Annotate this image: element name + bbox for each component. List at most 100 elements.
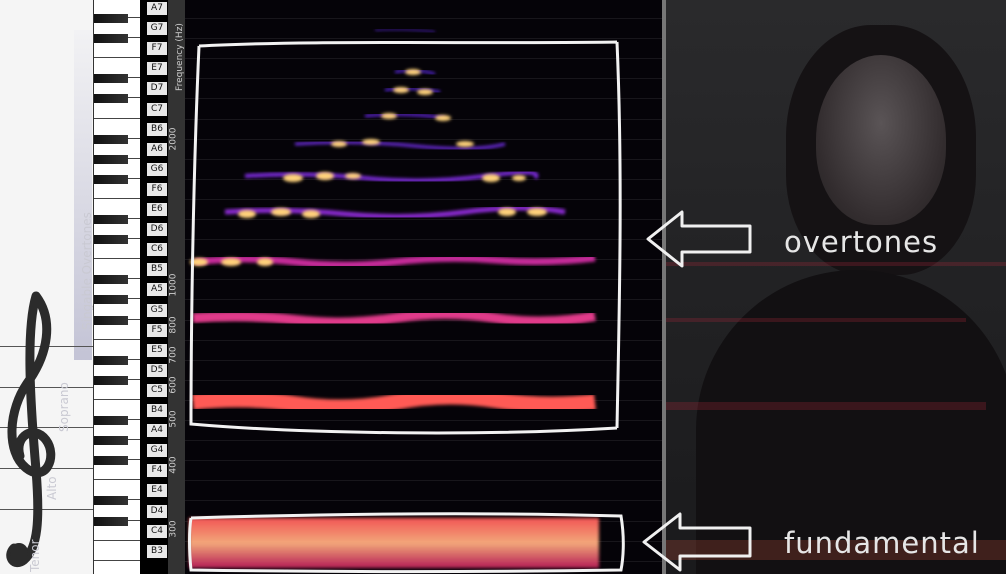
overtones-arrow-icon <box>646 210 752 268</box>
axis-tick: 400 <box>168 456 179 474</box>
note-label: D4 <box>147 504 167 518</box>
gridline <box>185 339 662 341</box>
gridline <box>185 440 662 442</box>
note-label: E7 <box>147 62 167 76</box>
harmonic-7 <box>294 140 506 151</box>
staff-line <box>0 387 93 388</box>
axis-tick: 1000 <box>168 273 179 297</box>
tenor-label: Tenor <box>28 539 42 572</box>
gridline <box>185 420 662 422</box>
black-key <box>94 375 128 385</box>
singable-overtones-band <box>74 30 92 360</box>
gridline <box>185 379 662 381</box>
staff-line <box>0 427 93 428</box>
gridline <box>185 198 662 200</box>
black-key <box>94 174 128 184</box>
black-key <box>94 215 128 225</box>
gridline <box>185 500 662 502</box>
black-key <box>94 295 128 305</box>
frequency-axis: Frequency (Hz) 2000 1000 800 700 600 500… <box>168 0 185 574</box>
gridline <box>185 239 662 241</box>
alto-label: Alto <box>45 476 59 500</box>
overtones-bracket <box>189 40 622 435</box>
black-key <box>94 34 128 44</box>
overlay-streak <box>666 318 966 322</box>
black-key <box>94 14 128 24</box>
note-label: B3 <box>147 544 167 558</box>
staff-line <box>0 509 93 510</box>
white-key <box>94 320 140 340</box>
black-key <box>94 516 128 526</box>
axis-tick: 2000 <box>168 127 179 151</box>
black-key <box>94 235 128 245</box>
gridline <box>185 219 662 221</box>
note-label: G7 <box>147 22 167 36</box>
fundamental-arrow-icon <box>642 512 752 572</box>
harmonic-6 <box>244 170 539 183</box>
note-label: G6 <box>147 162 167 176</box>
black-key <box>94 355 128 365</box>
gridline <box>185 299 662 301</box>
note-label: F4 <box>147 464 167 478</box>
gridline <box>185 98 662 100</box>
fundamental-bracket <box>188 512 625 573</box>
gridline <box>185 158 662 160</box>
note-label: G5 <box>147 303 167 317</box>
gridline <box>185 138 662 140</box>
white-key <box>94 521 140 541</box>
axis-tick: 500 <box>168 410 179 428</box>
black-key <box>94 315 128 325</box>
treble-clef-icon <box>6 291 56 568</box>
spectrogram-harmonics <box>188 28 625 573</box>
axis-tick: 800 <box>168 316 179 334</box>
harmonic-11 <box>374 28 436 33</box>
gridline <box>185 460 662 462</box>
note-label: A6 <box>147 142 167 156</box>
gridline <box>185 118 662 120</box>
note-label: F7 <box>147 42 167 56</box>
harmonic-2 <box>192 388 596 416</box>
harmonic-4 <box>194 254 596 269</box>
black-key <box>94 275 128 285</box>
harmonic-8 <box>364 112 446 120</box>
black-key <box>94 134 128 144</box>
note-label: C7 <box>147 102 167 116</box>
axis-tick: 700 <box>168 346 179 364</box>
soprano-label: Soprano <box>57 382 71 432</box>
note-label: A4 <box>147 424 167 438</box>
note-label: C5 <box>147 383 167 397</box>
white-key <box>94 380 140 400</box>
note-label: A7 <box>147 2 167 15</box>
fundamental-caption: fundamental <box>784 526 980 560</box>
axis-title: Frequency (Hz) <box>174 23 185 91</box>
overlay-streak <box>666 262 1006 266</box>
note-label: F5 <box>147 323 167 337</box>
black-key <box>94 416 128 426</box>
fundamental-band <box>189 518 599 568</box>
note-label: B6 <box>147 122 167 136</box>
black-key <box>94 456 128 466</box>
overtones-caption: overtones <box>784 225 939 259</box>
harmonic-3 <box>192 309 596 328</box>
white-key <box>94 541 140 561</box>
gridline <box>185 38 662 40</box>
note-label: B5 <box>147 263 167 277</box>
axis-tick: 600 <box>168 376 179 394</box>
gridline <box>185 78 662 80</box>
note-label: E6 <box>147 203 167 216</box>
note-label: D6 <box>147 223 167 237</box>
panel-divider <box>662 0 666 574</box>
gridline <box>185 58 662 60</box>
note-label: D7 <box>147 82 167 96</box>
white-key <box>94 239 140 260</box>
note-label: G4 <box>147 444 167 458</box>
overlay-streak <box>666 402 986 410</box>
white-key <box>94 38 140 59</box>
white-key <box>94 460 140 481</box>
black-key <box>94 496 128 506</box>
note-label: F6 <box>147 182 167 196</box>
gridline <box>185 480 662 482</box>
note-label: B4 <box>147 404 167 417</box>
white-key <box>94 98 140 119</box>
black-key <box>94 436 128 446</box>
